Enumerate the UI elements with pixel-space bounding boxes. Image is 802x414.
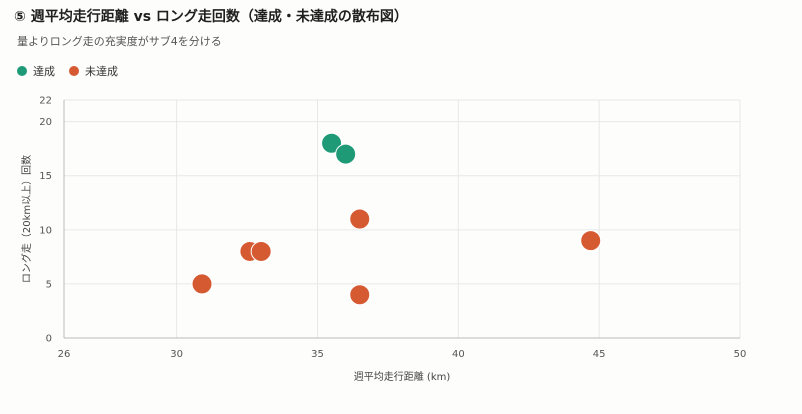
x-tick-label: 45 [593, 349, 606, 360]
data-point-not-achieved[interactable] [349, 208, 371, 230]
y-tick-label: 10 [39, 225, 52, 236]
legend-label-achieved: 達成 [33, 65, 55, 78]
data-point-achieved[interactable] [321, 132, 343, 154]
legend-item-not-achieved[interactable]: 未達成 [69, 63, 118, 79]
data-point-not-achieved[interactable] [580, 230, 602, 252]
legend: 達成 未達成 [17, 63, 118, 79]
tick-labels: 26 30 35 40 45 50 0 5 10 15 20 22 [39, 96, 746, 361]
y-tick-label: 22 [39, 96, 52, 107]
data-point-achieved[interactable] [335, 143, 357, 165]
y-tick-label: 15 [39, 171, 52, 182]
legend-swatch-not-achieved [69, 66, 79, 76]
chart-subtitle: 量よりロング走の充実度がサブ4を分ける [17, 35, 222, 48]
chart-title: ⑤ 週平均走行距離 vs ロング走回数（達成・未達成の散布図） [14, 9, 408, 25]
y-tick-label: 0 [46, 334, 52, 345]
axes [63, 100, 740, 339]
x-tick-label: 26 [58, 349, 71, 360]
data-point-not-achieved[interactable] [191, 273, 213, 295]
data-point-not-achieved[interactable] [250, 240, 272, 262]
y-axis-label: ロング走（20km以上）回数 [20, 155, 33, 283]
y-tick-label: 20 [39, 117, 52, 128]
legend-label-not-achieved: 未達成 [85, 65, 118, 78]
legend-item-achieved[interactable]: 達成 [17, 63, 55, 79]
x-axis-label: 週平均走行距離 (km) [354, 370, 451, 383]
x-tick-label: 35 [311, 349, 324, 360]
data-points [191, 132, 602, 306]
grid [63, 99, 741, 339]
x-tick-label: 40 [452, 349, 465, 360]
x-tick-label: 30 [170, 349, 183, 360]
y-tick-label: 5 [46, 279, 52, 290]
data-point-not-achieved[interactable] [349, 284, 371, 306]
legend-swatch-achieved [17, 66, 27, 76]
x-tick-label: 50 [734, 349, 747, 360]
